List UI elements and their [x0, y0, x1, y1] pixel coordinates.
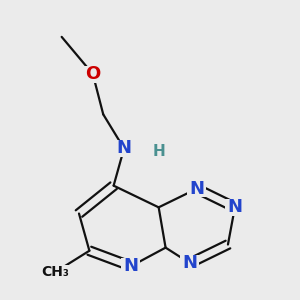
Text: N: N — [123, 257, 138, 275]
Text: N: N — [189, 180, 204, 198]
FancyBboxPatch shape — [180, 255, 200, 272]
FancyBboxPatch shape — [225, 199, 244, 216]
FancyBboxPatch shape — [39, 265, 70, 280]
FancyBboxPatch shape — [83, 65, 102, 83]
FancyBboxPatch shape — [122, 258, 140, 275]
Text: O: O — [85, 65, 100, 83]
FancyBboxPatch shape — [187, 180, 206, 197]
FancyBboxPatch shape — [115, 140, 134, 157]
Text: N: N — [116, 140, 131, 158]
FancyBboxPatch shape — [152, 146, 166, 158]
Text: N: N — [227, 198, 242, 216]
Text: H: H — [152, 144, 165, 159]
Text: CH₃: CH₃ — [41, 266, 69, 279]
Text: N: N — [182, 254, 197, 272]
